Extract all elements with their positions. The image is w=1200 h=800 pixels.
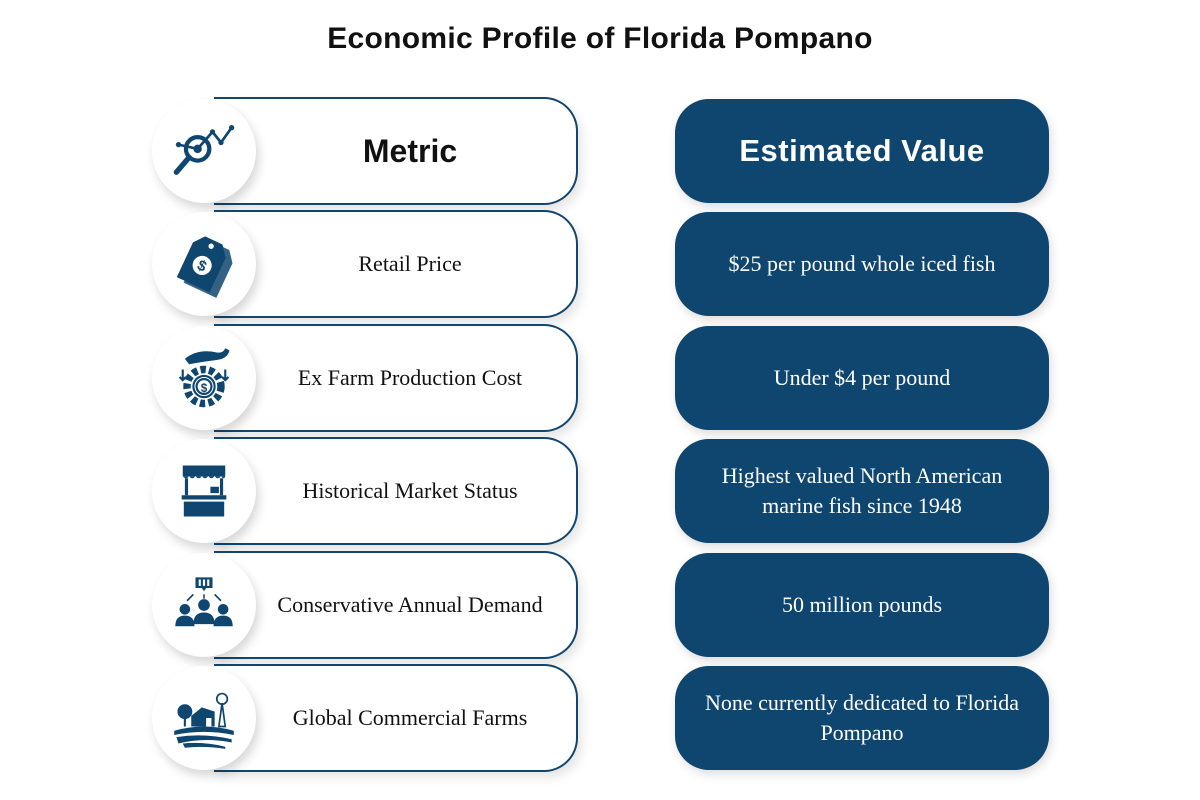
metric-pill: Ex Farm Production Cost [214,324,578,432]
metric-label: Ex Farm Production Cost [297,365,523,390]
table-row: Global Commercial Farms None currently d… [0,664,1200,772]
metric-header-pill: Metric [214,97,578,205]
farm-icon [152,666,256,770]
value-pill: Highest valued North American marine fis… [675,439,1049,543]
value-pill: None currently dedicated to Florida Pomp… [675,666,1049,770]
value-pill: 50 million pounds [675,553,1049,657]
metric-label: Global Commercial Farms [292,705,528,730]
people-demand-icon [152,553,256,657]
market-stall-icon [152,439,256,543]
value-header: Estimated Value [675,99,1049,203]
metric-label: Historical Market Status [302,478,518,503]
metric-label: Conservative Annual Demand [277,592,543,617]
metric-pill: Conservative Annual Demand [214,551,578,659]
header-row: Metric Estimated Value [0,97,1200,205]
metric-label: Retail Price [358,251,462,276]
metric-pill: Retail Price [214,210,578,318]
table-row: Retail Price $ $25 per pound whole iced … [0,210,1200,318]
value-pill: Under $4 per pound [675,326,1049,430]
cost-gear-hand-icon: $ [152,326,256,430]
table-row: Ex Farm Production Cost $ Under $4 per p… [0,324,1200,432]
value-pill: $25 per pound whole iced fish [675,212,1049,316]
analytics-magnifier-icon [152,99,256,203]
table-row: Conservative Annual Demand 50 million po… [0,551,1200,659]
metric-header: Metric [362,133,458,169]
metric-pill: Historical Market Status [214,437,578,545]
table-row: Historical Market Status Highest valued … [0,437,1200,545]
page-title: Economic Profile of Florida Pompano [327,22,873,55]
metric-pill: Global Commercial Farms [214,664,578,772]
price-tag-icon: $ [152,212,256,316]
svg-text:$: $ [201,382,208,395]
